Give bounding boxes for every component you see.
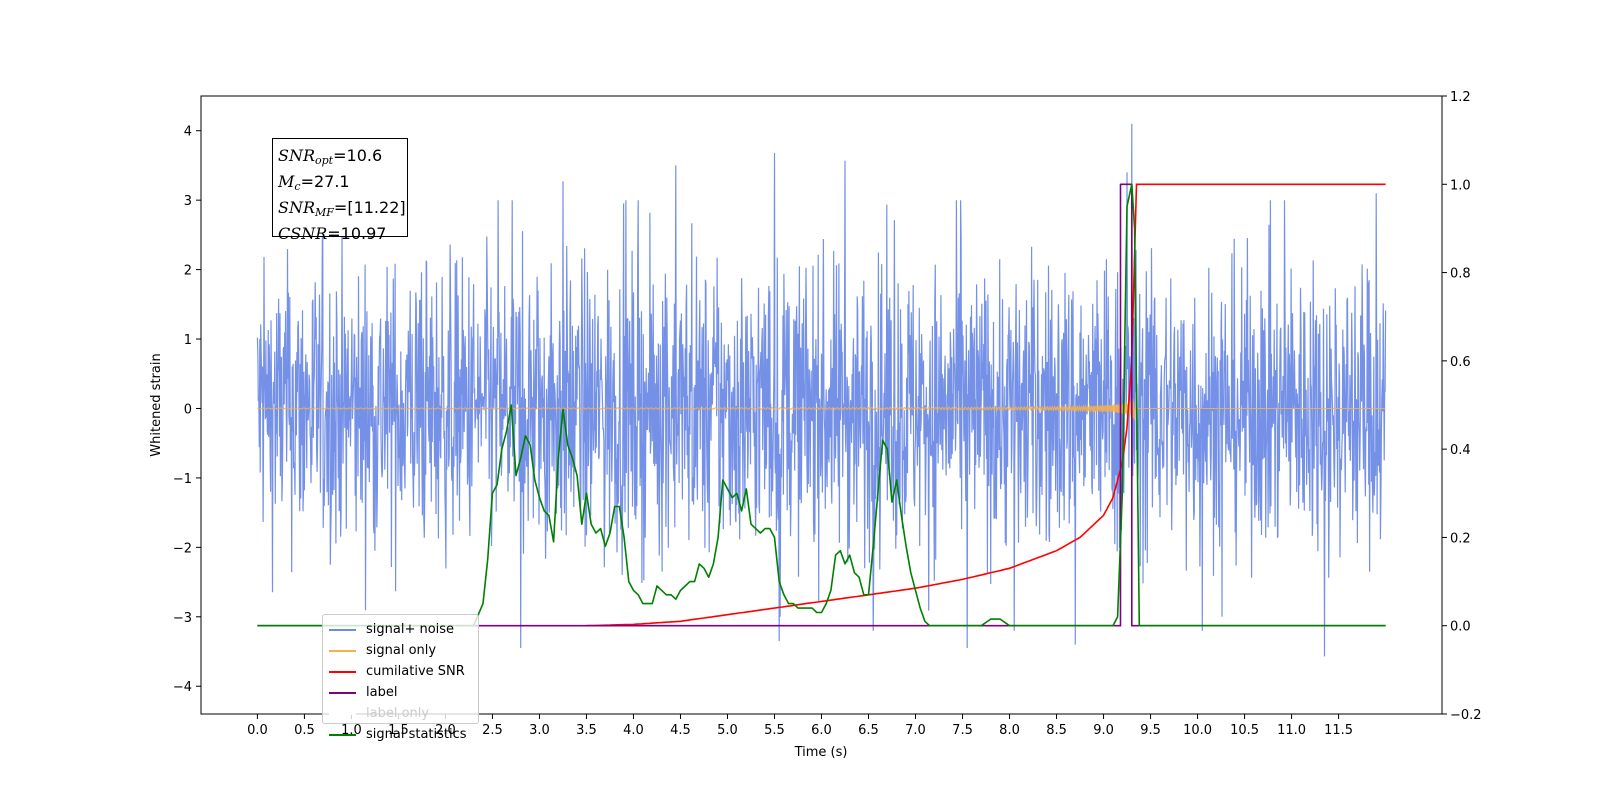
x-tick-label: 5.5 — [764, 723, 785, 738]
legend-swatch-signal-only — [329, 649, 356, 652]
x-tick-label: 2.0 — [435, 723, 456, 738]
legend: signal+ noise signal only cumilative SNR… — [322, 614, 479, 742]
signal-noise-series — [256, 123, 1387, 657]
y-right-tick-label: −0.2 — [1450, 708, 1482, 723]
y-left-tick-label: 0 — [184, 402, 192, 417]
legend-label-label: label — [366, 685, 398, 700]
y-left-tick-label: 4 — [184, 125, 192, 140]
x-tick-label: 2.5 — [482, 723, 503, 738]
y-left-tick-label: 1 — [184, 333, 192, 348]
x-tick-label: 3.5 — [576, 723, 597, 738]
legend-swatch-signal-noise — [329, 628, 356, 631]
x-axis-ticks: 0.0 0.5 1.0 1.5 2.0 2.5 3.0 3.5 4.0 4.5 5.0 5.5 6.0 6… — [247, 714, 1353, 738]
mc-line: Mc=27.1 — [278, 172, 350, 193]
y-right-tick-label: 1.0 — [1450, 178, 1471, 193]
x-tick-label: 6.0 — [811, 723, 832, 738]
legend-item-signal-noise: signal+ noise — [329, 619, 478, 640]
legend-item-cumulative-snr: cumilative SNR — [329, 661, 478, 682]
x-tick-label: 9.5 — [1140, 723, 1161, 738]
y-right-tick-label: 0.4 — [1450, 443, 1471, 458]
y-right-tick-label: 0.8 — [1450, 267, 1471, 282]
y-axis-right-ticks: 1.2 1.0 0.8 0.6 0.4 0.2 0.0 −0.2 — [1442, 90, 1482, 723]
legend-item-label-only: label only — [329, 703, 478, 724]
x-axis-label: Time (s) — [794, 745, 848, 760]
y-left-tick-label: 2 — [184, 264, 192, 279]
x-tick-label: 6.5 — [858, 723, 879, 738]
x-tick-label: 1.5 — [388, 723, 409, 738]
x-tick-label: 7.5 — [952, 723, 973, 738]
y-left-tick-label: −3 — [173, 611, 192, 626]
y-left-tick-label: −2 — [173, 541, 192, 556]
legend-item-label: label — [329, 682, 478, 703]
x-tick-label: 4.0 — [623, 723, 644, 738]
csnr-line: CSNR=10.97 — [278, 224, 387, 243]
cumulative-snr-line — [586, 183, 1386, 627]
snr-mf-line: SNRMF=[11.22] — [278, 198, 406, 219]
signal-statistics-series — [257, 183, 1386, 627]
x-tick-label: 0.5 — [294, 723, 315, 738]
y-axis-left-ticks: 4 3 2 1 0 −1 −2 −3 −4 — [173, 125, 201, 695]
legend-item-signal-only: signal only — [329, 640, 478, 661]
csnr-value: =10.97 — [327, 224, 387, 243]
x-tick-label: 9.0 — [1093, 723, 1114, 738]
legend-label-cumulative-snr: cumilative SNR — [366, 664, 465, 679]
legend-label-signal-noise: signal+ noise — [366, 622, 455, 637]
signal-only-line — [257, 398, 1386, 421]
legend-swatch-label-only — [329, 712, 356, 715]
signal-only-series — [257, 398, 1386, 421]
y-right-tick-label: 0.6 — [1450, 355, 1471, 370]
x-tick-label: 10.0 — [1183, 723, 1212, 738]
y-axis-left-label: Whitened strain — [149, 353, 164, 456]
snr-opt-value: =10.6 — [333, 146, 383, 165]
x-tick-label: 11.5 — [1324, 723, 1353, 738]
y-right-tick-label: 0.2 — [1450, 531, 1471, 546]
legend-label-signal-statistics: signal statistics — [366, 727, 467, 742]
signal-noise-line — [256, 123, 1387, 657]
mc-value: =27.1 — [300, 172, 350, 191]
y-left-tick-label: −4 — [173, 680, 192, 695]
x-tick-label: 11.0 — [1277, 723, 1306, 738]
snr-mf-value: =[11.22] — [333, 198, 406, 217]
y-left-tick-label: −1 — [173, 472, 192, 487]
legend-swatch-label — [329, 691, 356, 694]
x-tick-label: 4.5 — [670, 723, 691, 738]
legend-swatch-signal-statistics — [329, 733, 356, 736]
snr-opt-line: SNRopt=10.6 — [278, 146, 383, 167]
legend-item-signal-statistics: signal statistics — [329, 724, 478, 745]
legend-swatch-cumulative-snr — [329, 670, 356, 673]
x-tick-label: 0.0 — [247, 723, 268, 738]
signal-statistics-line — [257, 183, 1386, 627]
legend-label-signal-only: signal only — [366, 643, 437, 658]
x-tick-label: 7.0 — [905, 723, 926, 738]
annotation-box: SNRopt=10.6 Mc=27.1 SNRMF=[11.22] CSNR=1… — [272, 138, 408, 243]
x-tick-label: 3.0 — [529, 723, 550, 738]
x-tick-label: 8.5 — [1046, 723, 1067, 738]
cumulative-snr-series — [586, 183, 1386, 627]
x-tick-label: 10.5 — [1230, 723, 1259, 738]
y-right-tick-label: 1.2 — [1450, 90, 1471, 105]
legend-label-label-only: label only — [366, 706, 430, 721]
y-left-tick-label: 3 — [184, 194, 192, 209]
x-tick-label: 5.0 — [717, 723, 738, 738]
y-right-tick-label: 0.0 — [1450, 620, 1471, 635]
x-tick-label: 8.0 — [999, 723, 1020, 738]
